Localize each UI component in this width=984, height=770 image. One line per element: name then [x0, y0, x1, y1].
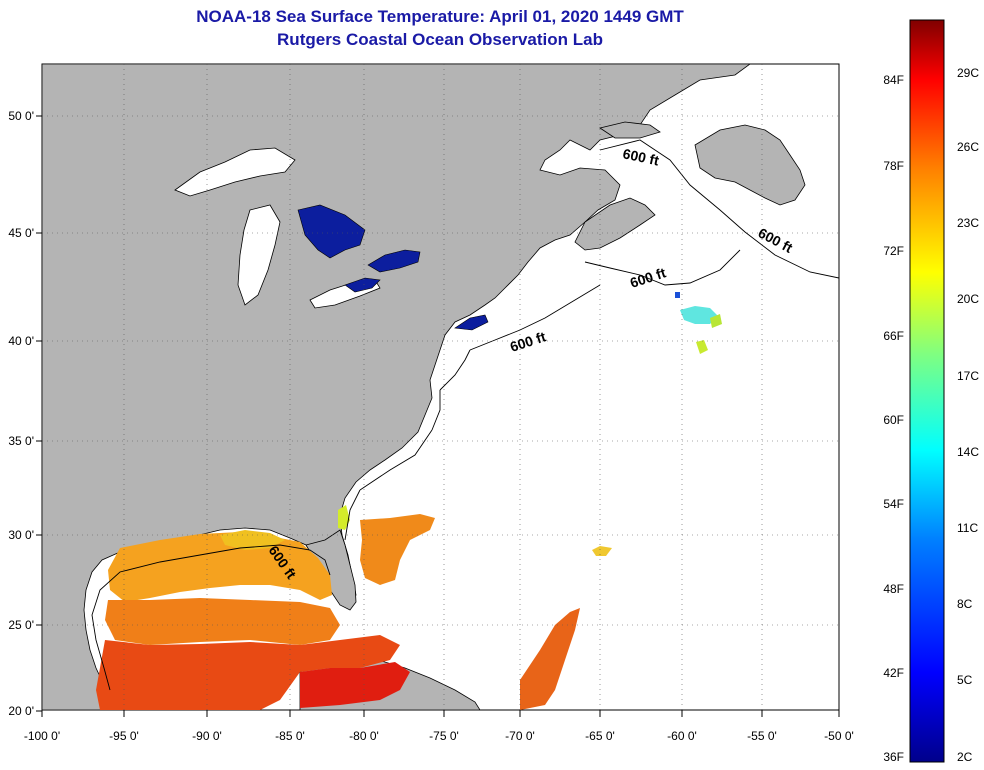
map-title: NOAA-18 Sea Surface Temperature: April 0… [196, 7, 684, 26]
lake-ontario-cold [367, 249, 421, 273]
land-nova-scotia [574, 197, 656, 251]
lat-label: 50 0' [8, 109, 34, 123]
lon-label: -50 0' [824, 729, 854, 743]
lake-erie-east-cold [344, 277, 381, 293]
colorbar-celsius-label: 20C [957, 292, 979, 306]
lake-superior [174, 147, 296, 197]
axis-ticks [36, 115, 840, 717]
lat-label: 25 0' [8, 618, 34, 632]
land-newfoundland [694, 124, 806, 206]
lon-label: -85 0' [275, 729, 305, 743]
colorbar-fahrenheit-label: 84F [883, 73, 904, 87]
lon-label: -55 0' [747, 729, 777, 743]
lon-label: -75 0' [429, 729, 459, 743]
lon-label: -60 0' [667, 729, 697, 743]
colorbar-fahrenheit-label: 72F [883, 244, 904, 258]
lat-label: 40 0' [8, 334, 34, 348]
lon-label: -70 0' [505, 729, 535, 743]
colorbar-fahrenheit-label: 36F [883, 750, 904, 764]
colorbar-celsius-label: 5C [957, 673, 973, 687]
sst-gulf-of-mexico [96, 530, 410, 710]
lat-label: 45 0' [8, 226, 34, 240]
lon-label: -90 0' [192, 729, 222, 743]
sst-atlantic [338, 292, 722, 710]
latitude-labels: 50 0' 45 0' 40 0' 35 0' 30 0' 25 0' 20 0' [8, 109, 34, 718]
colorbar-fahrenheit-label: 48F [883, 582, 904, 596]
colorbar-fahrenheit-label: 78F [883, 159, 904, 173]
colorbar-fahrenheit-label: 42F [883, 666, 904, 680]
lon-label: -100 0' [24, 729, 60, 743]
colorbar-celsius-label: 23C [957, 216, 979, 230]
colorbar-celsius-label: 11C [957, 521, 978, 535]
lake-huron-cold [297, 204, 366, 259]
colorbar-fahrenheit-label: 60F [883, 413, 904, 427]
colorbar-celsius-label: 2C [957, 750, 973, 764]
colorbar-celsius-label: 17C [957, 369, 979, 383]
lon-label: -95 0' [109, 729, 139, 743]
lon-label: -65 0' [585, 729, 615, 743]
map-subtitle: Rutgers Coastal Ocean Observation Lab [277, 30, 603, 49]
lat-label: 20 0' [8, 704, 34, 718]
lake-michigan [237, 204, 281, 306]
longitude-labels: -100 0' -95 0' -90 0' -85 0' -80 0' -75 0' -70… [24, 729, 854, 743]
colorbar-celsius-label: 8C [957, 597, 973, 611]
colorbar-celsius-label: 26C [957, 140, 979, 154]
colorbar [909, 19, 945, 763]
contour-600ft [91, 139, 839, 691]
lat-label: 35 0' [8, 434, 34, 448]
long-island-sound-cold [454, 314, 489, 331]
colorbar-labels: 84F 78F 72F 66F 60F 54F 48F 42F 36F 29C 26C 23C 20C 1… [883, 66, 979, 764]
lon-label: -80 0' [349, 729, 379, 743]
colorbar-celsius-label: 14C [957, 445, 979, 459]
colorbar-celsius-label: 29C [957, 66, 979, 80]
lat-label: 30 0' [8, 528, 34, 542]
colorbar-fahrenheit-label: 66F [883, 329, 904, 343]
colorbar-fahrenheit-label: 54F [883, 497, 904, 511]
land-anticosti [599, 121, 661, 139]
contour-label-newfoundland: 600 ft [621, 145, 660, 168]
